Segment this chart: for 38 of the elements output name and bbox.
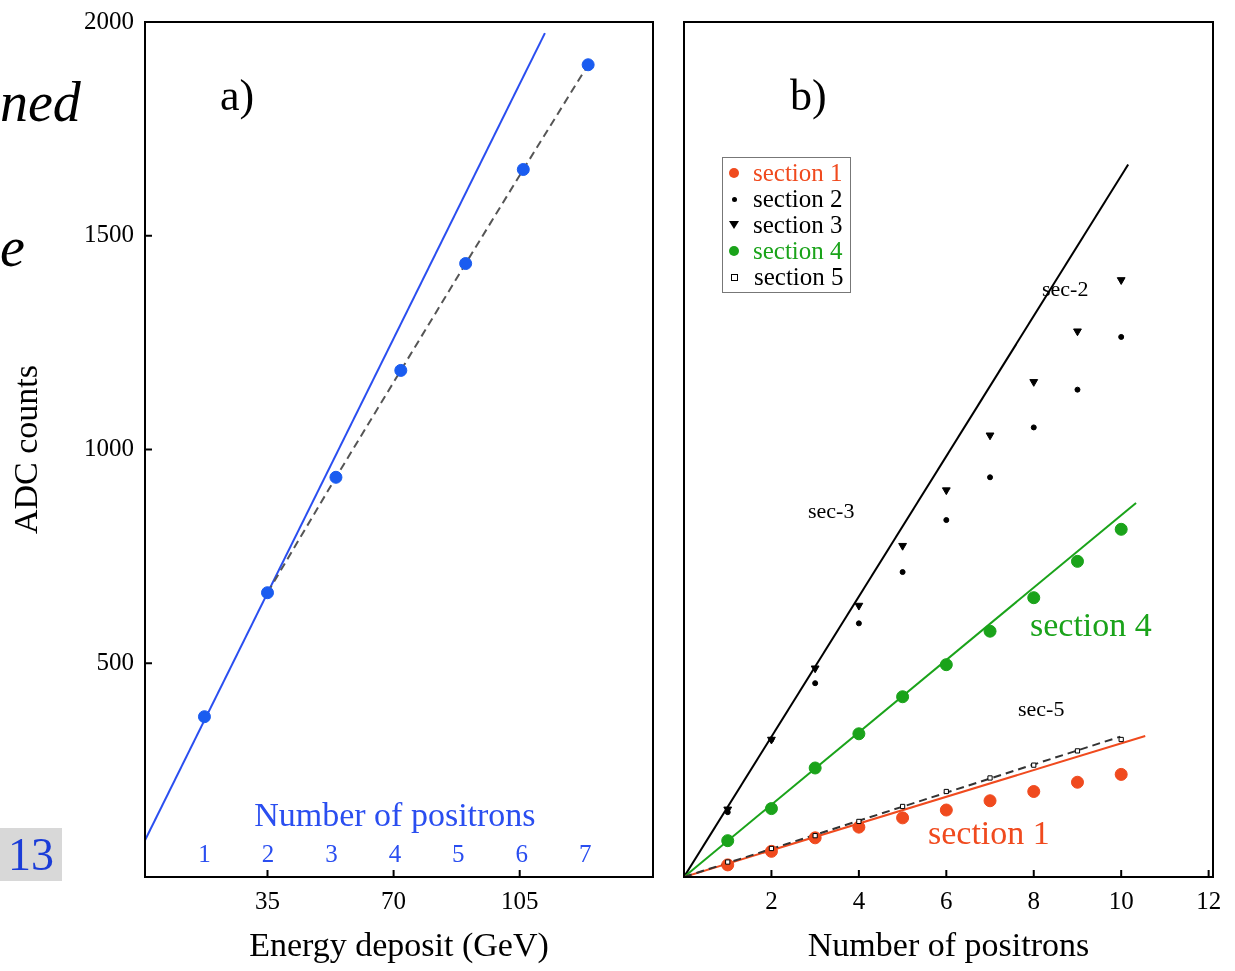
x2-tick-label: 6 xyxy=(515,839,528,867)
x-tick-label: 10 xyxy=(1108,886,1134,914)
x-axis-title: Number of positrons xyxy=(807,925,1090,963)
x2-tick-label: 5 xyxy=(452,839,465,867)
x-tick-label: 12 xyxy=(1196,886,1222,914)
text: ned xyxy=(0,70,81,134)
y-tick-label: 1500 xyxy=(84,220,134,248)
x-tick-label: 105 xyxy=(500,886,539,914)
x2-tick-label: 4 xyxy=(388,839,402,867)
text: 13 xyxy=(0,828,62,881)
x-axis-title: Energy deposit (GeV) xyxy=(249,925,549,964)
annotation: sec-5 xyxy=(1018,696,1065,722)
x2-axis-title: Number of positrons xyxy=(254,796,536,834)
x2-tick-label: 3 xyxy=(325,839,338,867)
text: b) xyxy=(790,70,827,121)
y-tick-label: 500 xyxy=(96,647,134,675)
x-tick-label: 70 xyxy=(381,886,407,914)
x-tick-label: 35 xyxy=(255,886,280,914)
legend-label: section 2 xyxy=(753,185,843,212)
text: e xyxy=(0,215,25,279)
legend-label: section 3 xyxy=(753,211,843,238)
annotation: sec-3 xyxy=(808,498,855,524)
y-axis-title: ADC counts xyxy=(7,364,45,535)
x2-tick-label: 2 xyxy=(261,839,275,867)
legend-label: section 1 xyxy=(753,159,843,186)
x2-tick-label: 1 xyxy=(198,839,211,867)
x-tick-label: 8 xyxy=(1027,886,1040,914)
x-tick-label: 6 xyxy=(940,886,953,914)
y-tick-label: 2000 xyxy=(84,6,134,34)
annotation: a) xyxy=(220,70,255,121)
x-tick-label: 4 xyxy=(852,886,866,914)
x-tick-label: 2 xyxy=(765,886,778,914)
annotation: section 1 xyxy=(928,814,1050,852)
annotation: section 4 xyxy=(1030,606,1152,644)
legend-label: section 4 xyxy=(753,237,843,264)
legend-label: section 5 xyxy=(754,263,844,290)
y-tick-label: 1000 xyxy=(84,434,134,462)
x2-tick-label: 7 xyxy=(578,839,592,867)
